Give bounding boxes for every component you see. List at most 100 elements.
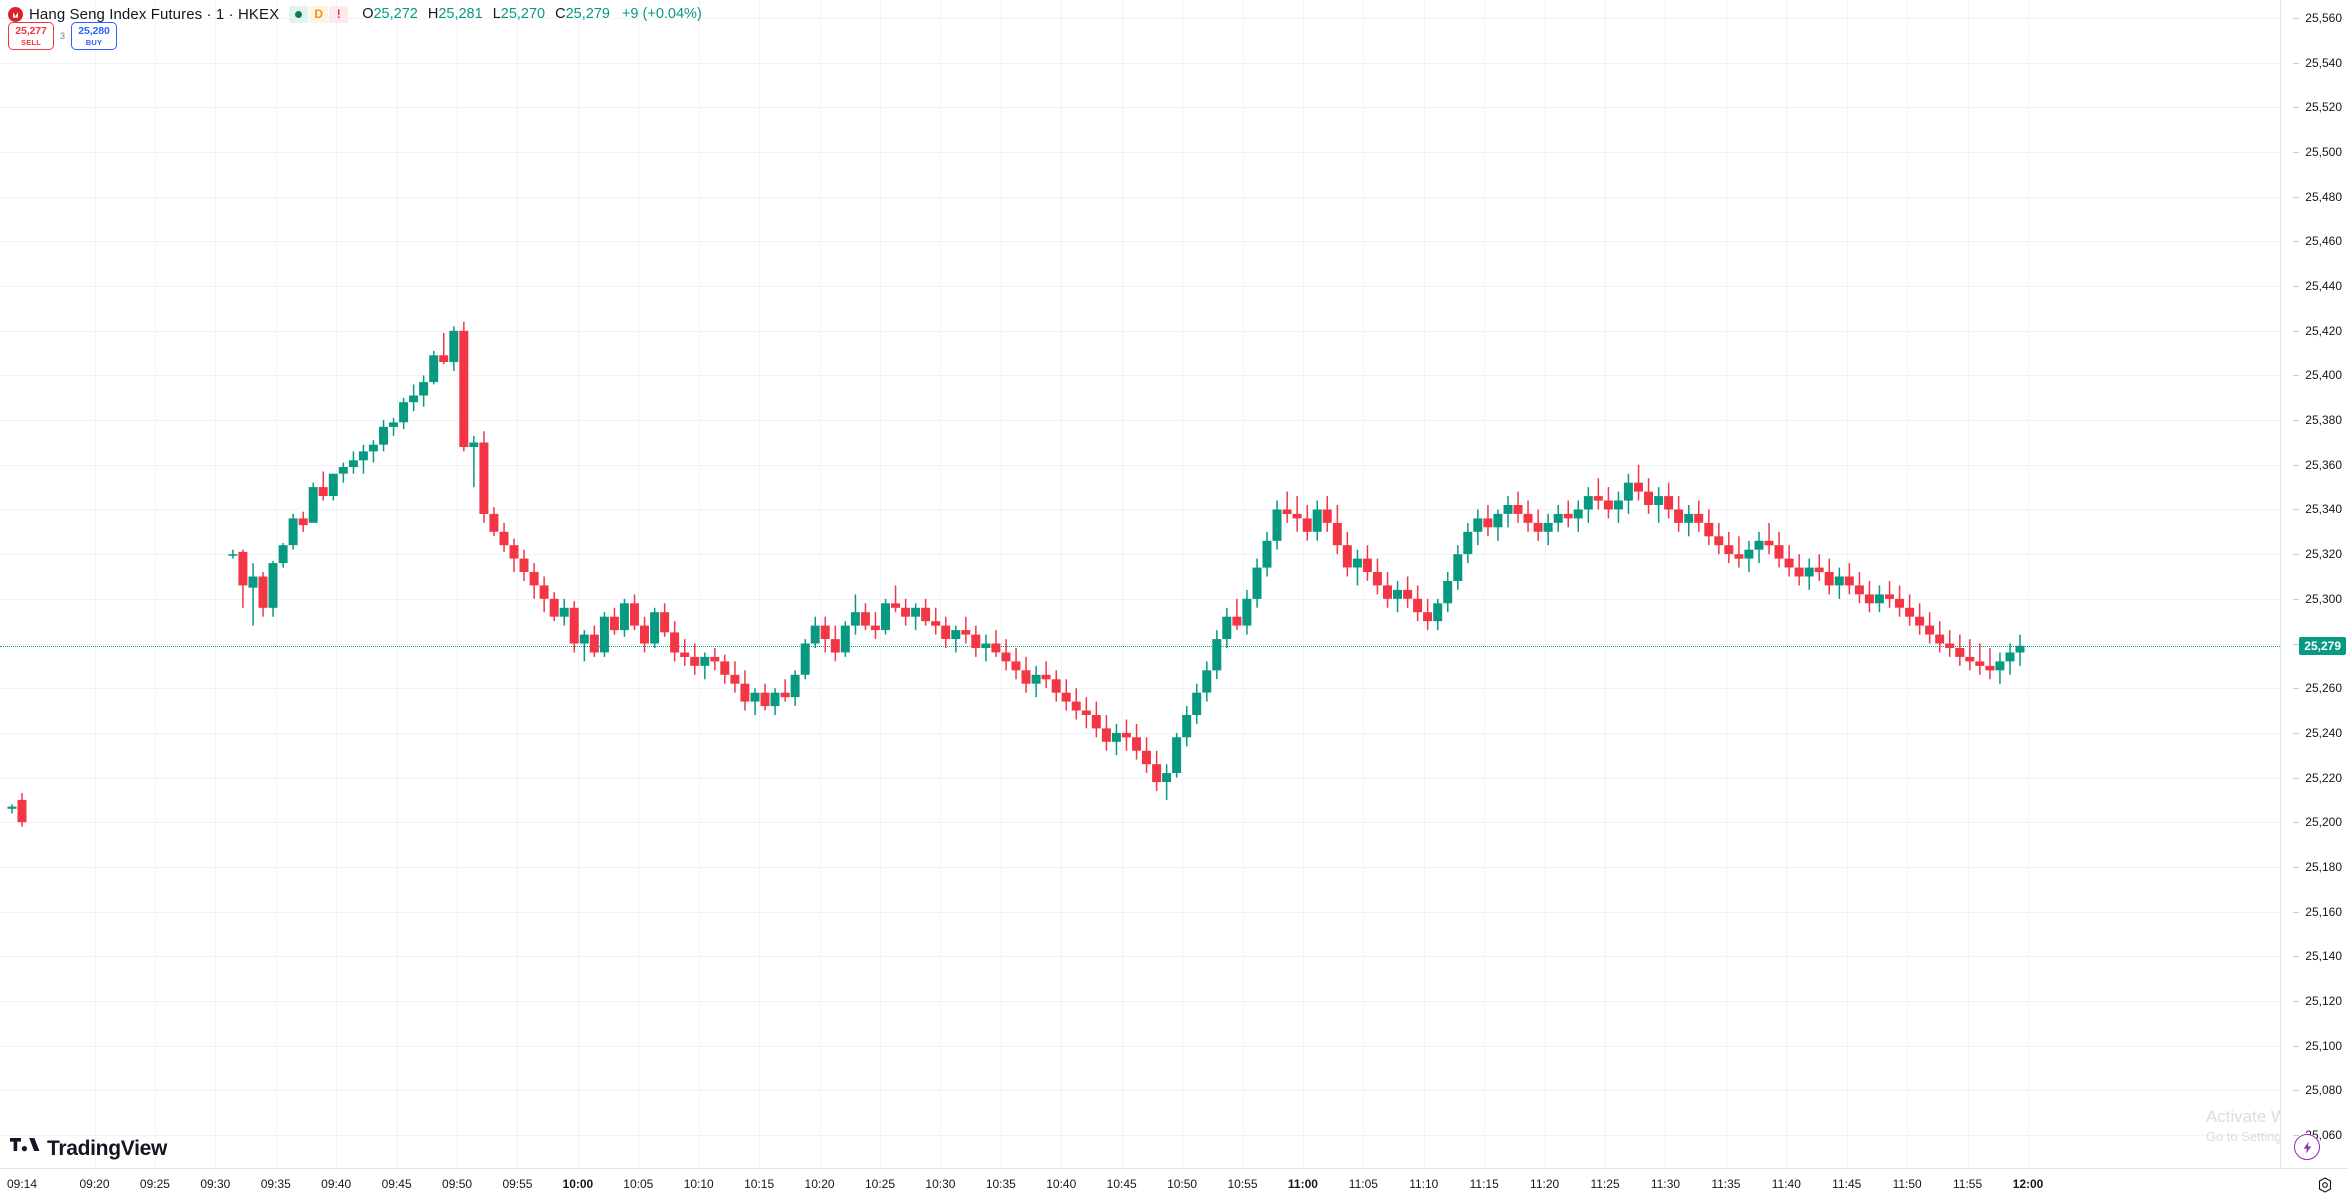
gridline <box>1363 0 1364 1168</box>
market-open-indicator[interactable] <box>289 5 309 23</box>
price-axis[interactable]: 25,560 25,540 25,520 25,500 25,480 25,460 25,4… <box>2280 0 2348 1168</box>
ohlc-high: H25,281 <box>427 6 483 22</box>
gridline <box>0 554 2280 555</box>
gridline <box>397 0 398 1168</box>
gridline <box>880 0 881 1168</box>
gridline <box>0 1046 2280 1047</box>
time-tick: 11:55 <box>1953 1177 1983 1191</box>
price-tick: 25,220 <box>2293 770 2342 785</box>
time-axis[interactable]: 09:14 09:20 09:25 09:30 09:35 09:40 09:45 09:50… <box>0 1168 2348 1198</box>
gridline <box>1605 0 1606 1168</box>
time-tick: 11:00 <box>1287 1177 1318 1191</box>
price-tick: 25,320 <box>2293 547 2342 562</box>
tradingview-wordmark: TradingView <box>47 1137 168 1160</box>
time-tick: 10:30 <box>925 1177 956 1191</box>
sell-button[interactable]: 25,277 SELL <box>8 22 54 50</box>
price-tick: 25,420 <box>2293 323 2342 338</box>
gridline <box>699 0 700 1168</box>
gridline <box>1122 0 1123 1168</box>
gridline <box>1545 0 1546 1168</box>
gridline <box>1001 0 1002 1168</box>
gridline <box>2028 0 2029 1168</box>
go-to-realtime-icon[interactable] <box>2316 1176 2334 1194</box>
time-tick: 11:20 <box>1530 1177 1560 1191</box>
symbol-title[interactable]: Hang Seng Index Futures · 1 · HKEX <box>29 5 280 23</box>
gridline <box>0 1001 2280 1002</box>
time-tick: 12:00 <box>2012 1177 2044 1191</box>
gridline <box>0 1135 2280 1136</box>
gridline <box>0 197 2280 198</box>
price-tick: 25,300 <box>2293 591 2342 606</box>
time-tick: 09:20 <box>79 1177 110 1191</box>
gridline <box>0 688 2280 689</box>
alert-badge[interactable]: ! <box>329 5 349 23</box>
price-tick: 25,500 <box>2293 145 2342 160</box>
price-tick: 25,080 <box>2293 1083 2342 1098</box>
chart-pane[interactable] <box>0 0 2280 1168</box>
tradingview-logo[interactable]: TradingView <box>10 1137 167 1161</box>
price-tick: 25,400 <box>2293 368 2342 383</box>
time-tick: 10:40 <box>1046 1177 1077 1191</box>
gridline <box>0 867 2280 868</box>
time-tick: 11:50 <box>1892 1177 1922 1191</box>
gridline <box>215 0 216 1168</box>
time-tick: 09:55 <box>502 1177 533 1191</box>
sell-label: SELL <box>21 37 41 47</box>
gridline <box>1968 0 1969 1168</box>
time-tick: 10:05 <box>623 1177 654 1191</box>
time-tick: 09:50 <box>442 1177 473 1191</box>
gridline <box>1484 0 1485 1168</box>
gridline <box>0 912 2280 913</box>
time-tick: 10:15 <box>744 1177 775 1191</box>
gridline <box>0 18 2280 19</box>
time-tick: 11:15 <box>1469 1177 1499 1191</box>
gridline <box>0 375 2280 376</box>
time-tick: 10:25 <box>864 1177 895 1191</box>
tradingview-mark-icon <box>10 1138 40 1160</box>
price-tick: 25,200 <box>2293 815 2342 830</box>
time-tick: 10:35 <box>985 1177 1016 1191</box>
spread-value: 3 <box>60 31 66 41</box>
ohlc-open: O25,272 <box>362 6 418 22</box>
price-tick: 25,520 <box>2293 100 2342 115</box>
ohlc-values: O25,272 H25,281 L25,270 C25,279 +9 (+0.0… <box>362 6 702 22</box>
hang-seng-logo-icon <box>8 6 23 22</box>
gridline <box>638 0 639 1168</box>
current-price-line <box>0 645 2280 647</box>
price-tick: 25,460 <box>2293 234 2342 249</box>
price-tick: 25,160 <box>2293 904 2342 919</box>
price-tick: 25,560 <box>2293 11 2342 25</box>
price-tick: 25,360 <box>2293 457 2342 472</box>
time-tick: 11:10 <box>1409 1177 1439 1191</box>
gridline <box>1243 0 1244 1168</box>
gridline <box>0 331 2280 332</box>
gridline <box>336 0 337 1168</box>
gridline <box>0 644 2280 645</box>
lightning-mode-icon[interactable] <box>2294 1134 2320 1160</box>
time-tick: 11:35 <box>1711 1177 1741 1191</box>
gridline <box>759 0 760 1168</box>
gridline <box>0 956 2280 957</box>
time-tick: 10:20 <box>804 1177 835 1191</box>
chart-legend: Hang Seng Index Futures · 1 · HKEX D ! O… <box>8 4 702 24</box>
gridline <box>1303 0 1304 1168</box>
gridline <box>940 0 941 1168</box>
price-tick: 25,240 <box>2293 725 2342 740</box>
gridline <box>0 509 2280 510</box>
time-tick: 11:25 <box>1590 1177 1620 1191</box>
price-tick: 25,180 <box>2293 859 2342 874</box>
price-tick: 25,260 <box>2293 681 2342 696</box>
time-tick: 09:35 <box>260 1177 291 1191</box>
gridline <box>0 241 2280 242</box>
data-delay-badge[interactable]: D <box>309 5 329 23</box>
gridline <box>517 0 518 1168</box>
time-tick: 10:50 <box>1167 1177 1198 1191</box>
time-tick: 09:30 <box>200 1177 231 1191</box>
price-tick: 25,380 <box>2293 413 2342 428</box>
buy-button[interactable]: 25,280 BUY <box>71 22 118 50</box>
time-tick: 10:00 <box>562 1177 594 1191</box>
price-tick: 25,440 <box>2293 279 2342 294</box>
gridline <box>820 0 821 1168</box>
gridline <box>0 599 2280 600</box>
